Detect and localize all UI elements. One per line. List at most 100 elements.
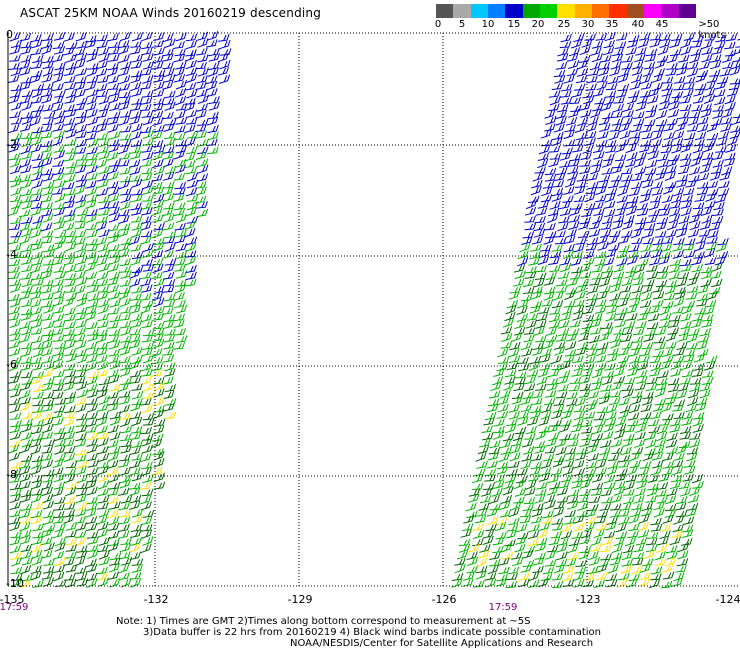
wind-barb bbox=[153, 458, 165, 468]
wind-barb bbox=[119, 433, 132, 442]
wind-barb bbox=[42, 416, 54, 427]
wind-barb bbox=[692, 313, 704, 322]
wind-barb bbox=[562, 565, 575, 574]
wind-barb bbox=[561, 473, 573, 483]
wind-barb bbox=[117, 249, 130, 258]
wind-barb bbox=[594, 354, 607, 363]
wind-barb bbox=[700, 103, 712, 112]
wind-barb bbox=[142, 263, 155, 272]
wind-barb bbox=[689, 53, 701, 64]
wind-barb bbox=[85, 522, 98, 531]
wind-barb bbox=[662, 571, 675, 580]
wind-barb bbox=[141, 529, 153, 539]
wind-barb bbox=[636, 202, 648, 211]
wind-barb bbox=[566, 398, 578, 407]
wind-barb bbox=[65, 161, 78, 169]
wind-barb bbox=[666, 54, 678, 64]
wind-barb bbox=[579, 263, 591, 273]
wind-barb bbox=[86, 375, 98, 386]
wind-barb bbox=[594, 305, 607, 314]
wind-barb bbox=[107, 321, 119, 329]
wind-barb bbox=[74, 376, 86, 384]
wind-barb bbox=[615, 89, 628, 98]
wind-barb bbox=[173, 41, 185, 49]
wind-barb bbox=[609, 390, 622, 398]
wind-barb bbox=[680, 103, 692, 112]
wind-barb bbox=[725, 33, 738, 42]
wind-barb bbox=[613, 96, 625, 104]
wind-barb bbox=[10, 530, 22, 539]
wind-barb bbox=[667, 377, 680, 386]
wind-barb bbox=[572, 523, 584, 532]
wind-barb bbox=[585, 402, 597, 412]
wind-barb bbox=[153, 46, 165, 56]
wind-barb bbox=[141, 437, 153, 447]
wind-barb bbox=[715, 145, 727, 153]
wind-barb bbox=[708, 286, 721, 295]
wind-barb bbox=[602, 375, 614, 386]
wind-barb bbox=[670, 360, 682, 370]
wind-barb bbox=[130, 319, 143, 328]
wind-barb bbox=[552, 131, 564, 141]
wind-barb bbox=[582, 90, 594, 99]
wind-barb bbox=[667, 327, 680, 335]
wind-barb bbox=[562, 405, 574, 413]
wind-barb bbox=[9, 164, 22, 175]
wind-barb bbox=[621, 229, 633, 238]
wind-barb bbox=[207, 67, 219, 77]
wind-barb bbox=[700, 265, 713, 274]
wind-barb bbox=[699, 382, 711, 392]
lon-label-132w: -132 bbox=[143, 593, 169, 606]
wind-barb bbox=[63, 363, 75, 371]
wind-barb bbox=[707, 74, 719, 84]
wind-barb bbox=[671, 529, 683, 538]
wind-barb bbox=[504, 311, 516, 322]
wind-barb bbox=[185, 33, 198, 42]
wind-barb bbox=[712, 208, 724, 216]
wind-barb bbox=[636, 361, 649, 371]
wind-barb bbox=[51, 410, 64, 419]
wind-barb bbox=[539, 467, 552, 476]
wind-barb bbox=[502, 318, 514, 328]
wind-barb bbox=[517, 250, 529, 260]
wind-barb bbox=[98, 556, 110, 566]
wind-barb bbox=[693, 353, 705, 363]
wind-barb bbox=[129, 375, 142, 384]
wind-barb bbox=[97, 521, 109, 531]
wind-barb bbox=[584, 192, 596, 203]
wind-barb bbox=[563, 354, 575, 363]
colorbar-label: 15 bbox=[507, 19, 521, 30]
wind-barb bbox=[601, 536, 614, 546]
wind-barb bbox=[162, 33, 174, 43]
wind-barb bbox=[129, 328, 141, 336]
wind-barb bbox=[96, 384, 109, 392]
wind-barb bbox=[595, 362, 607, 372]
wind-barb bbox=[509, 341, 521, 351]
wind-barb bbox=[573, 578, 585, 588]
wind-barb bbox=[9, 544, 21, 554]
wind-barb bbox=[552, 507, 565, 517]
wind-barb bbox=[621, 220, 634, 230]
wind-barb bbox=[628, 347, 641, 357]
wind-barb bbox=[718, 180, 730, 189]
wind-barb bbox=[551, 187, 564, 197]
wind-barb bbox=[606, 235, 619, 245]
wind-barb bbox=[633, 544, 645, 553]
wind-barb bbox=[598, 116, 611, 126]
wind-barb bbox=[681, 411, 694, 420]
wind-barb bbox=[630, 74, 643, 84]
wind-barb bbox=[644, 53, 657, 62]
wind-barb bbox=[107, 284, 119, 294]
wind-barb bbox=[184, 220, 196, 230]
wind-barb bbox=[141, 523, 153, 532]
wind-barb bbox=[650, 249, 663, 259]
wind-barb bbox=[52, 305, 65, 314]
wind-barb bbox=[41, 144, 53, 153]
wind-barb bbox=[648, 305, 660, 314]
wind-barb bbox=[87, 299, 99, 309]
wind-barb bbox=[596, 572, 608, 581]
wind-barb bbox=[142, 242, 154, 253]
wind-barb bbox=[590, 164, 602, 175]
wind-barb bbox=[537, 152, 550, 161]
wind-barb bbox=[75, 403, 87, 413]
